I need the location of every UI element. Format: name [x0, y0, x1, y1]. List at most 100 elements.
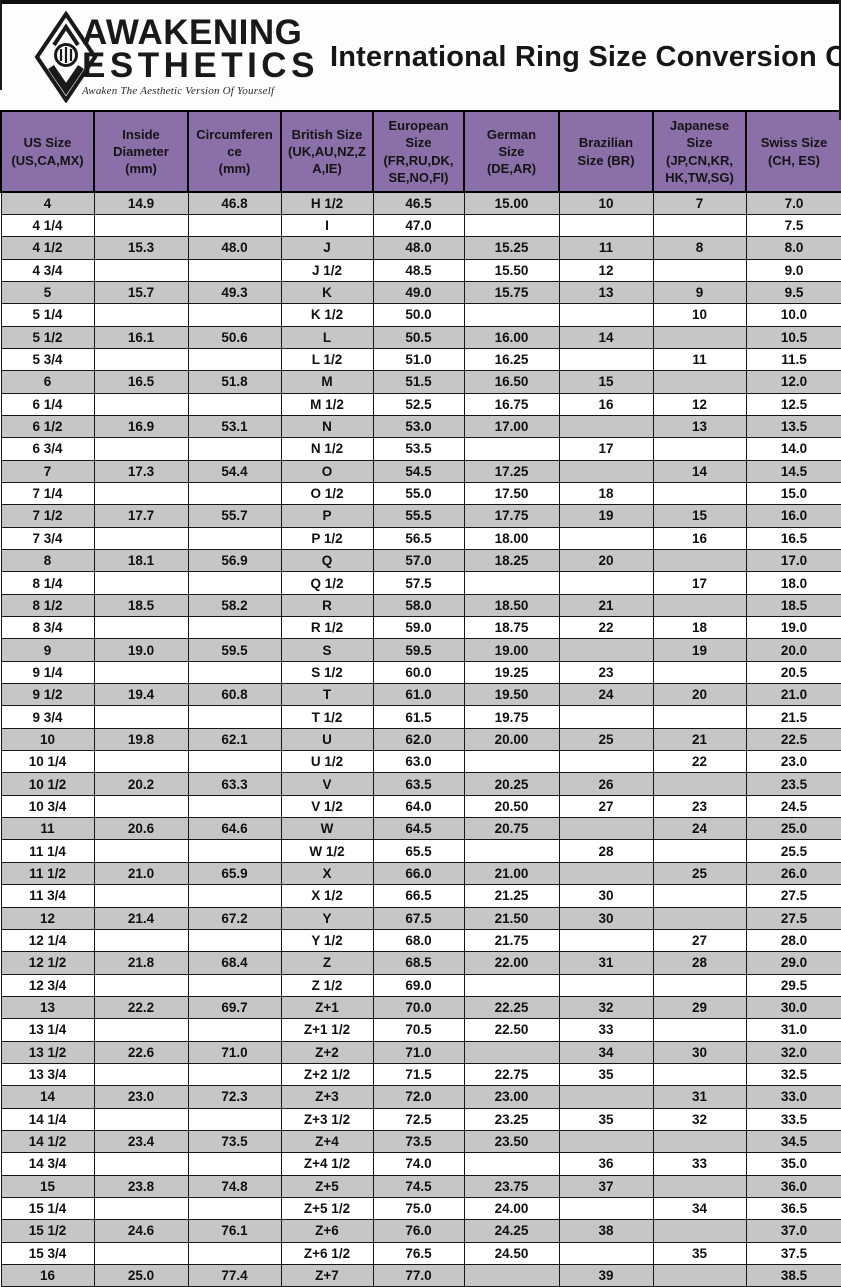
table-row: 14 1/4 Z+3 1/2 72.5 23.25 35 32 33.5 — [0, 1107, 841, 1131]
cell-european-size: 72.5 — [372, 1107, 465, 1131]
cell-brazilian-size — [558, 571, 654, 595]
cell-inside-diameter: 21.8 — [93, 951, 189, 975]
table-row: 5 1/2 16.1 50.6 L 50.5 16.00 14 10.5 — [0, 325, 841, 349]
cell-swiss-size: 13.5 — [745, 414, 841, 439]
cell-us-size: 15 1/2 — [0, 1219, 95, 1243]
column-header-japanese-size: Japanese Size (JP,CN,KR, HK,TW,SG) — [652, 110, 747, 193]
cell-circumference: 60.8 — [187, 683, 282, 707]
cell-circumference — [187, 616, 282, 640]
column-header-us-size: US Size (US,CA,MX) — [0, 110, 95, 193]
cell-japanese-size: 32 — [652, 1107, 747, 1131]
cell-circumference — [187, 794, 282, 819]
cell-german-size: 19.50 — [463, 683, 560, 707]
cell-japanese-size — [652, 973, 747, 997]
cell-german-size: 16.50 — [463, 370, 560, 394]
cell-us-size: 10 — [0, 727, 95, 752]
cell-brazilian-size: 31 — [558, 951, 654, 975]
cell-japanese-size — [652, 437, 747, 461]
cell-british-size: Z — [280, 951, 374, 975]
cell-german-size: 23.00 — [463, 1085, 560, 1109]
cell-brazilian-size: 10 — [558, 191, 654, 215]
cell-german-size: 17.75 — [463, 504, 560, 528]
cell-british-size: Z+1 — [280, 995, 374, 1020]
table-row: 11 3/4 X 1/2 66.5 21.25 30 27.5 — [0, 884, 841, 908]
cell-european-size: 76.0 — [372, 1219, 465, 1243]
cell-brazilian-size: 11 — [558, 236, 654, 260]
top-border — [0, 0, 841, 4]
cell-european-size: 61.0 — [372, 683, 465, 707]
cell-us-size: 11 — [0, 817, 95, 841]
cell-us-size: 5 — [0, 280, 95, 305]
cell-british-size: J 1/2 — [280, 258, 374, 282]
cell-us-size: 7 3/4 — [0, 526, 95, 551]
cell-brazilian-size: 36 — [558, 1152, 654, 1176]
cell-us-size: 15 3/4 — [0, 1241, 95, 1266]
cell-british-size: X 1/2 — [280, 884, 374, 908]
table-row: 10 1/4 U 1/2 63.0 22 23.0 — [0, 750, 841, 774]
cell-british-size: T 1/2 — [280, 705, 374, 729]
cell-european-size: 63.5 — [372, 772, 465, 796]
cell-circumference: 63.3 — [187, 772, 282, 796]
cell-us-size: 13 1/4 — [0, 1018, 95, 1042]
cell-circumference — [187, 1107, 282, 1131]
cell-japanese-size: 14 — [652, 459, 747, 483]
cell-japanese-size — [652, 884, 747, 908]
cell-european-size: 65.5 — [372, 839, 465, 863]
cell-swiss-size: 29.5 — [745, 973, 841, 997]
cell-circumference: 58.2 — [187, 593, 282, 618]
cell-swiss-size: 16.5 — [745, 526, 841, 551]
cell-european-size: 71.5 — [372, 1062, 465, 1087]
cell-german-size: 20.25 — [463, 772, 560, 796]
cell-inside-diameter — [93, 705, 189, 729]
cell-brazilian-size — [558, 1196, 654, 1221]
cell-swiss-size: 9.5 — [745, 280, 841, 305]
cell-european-size: 57.5 — [372, 571, 465, 595]
cell-inside-diameter — [93, 616, 189, 640]
cell-circumference: 71.0 — [187, 1040, 282, 1064]
column-header-inside-diameter: Inside Diameter (mm) — [93, 110, 189, 193]
cell-swiss-size: 9.0 — [745, 258, 841, 282]
cell-japanese-size: 20 — [652, 683, 747, 707]
cell-japanese-size: 9 — [652, 280, 747, 305]
table-row: 7 1/4 O 1/2 55.0 17.50 18 15.0 — [0, 481, 841, 506]
cell-swiss-size: 10.5 — [745, 325, 841, 349]
cell-brazilian-size: 23 — [558, 660, 654, 685]
column-header-british-size: British Size (UK,AU,NZ,Z A,IE) — [280, 110, 374, 193]
cell-circumference: 68.4 — [187, 951, 282, 975]
cell-british-size: V 1/2 — [280, 794, 374, 819]
cell-inside-diameter: 19.4 — [93, 683, 189, 707]
cell-british-size: N 1/2 — [280, 437, 374, 461]
cell-inside-diameter — [93, 1107, 189, 1131]
column-header-german-size: German Size (DE,AR) — [463, 110, 560, 193]
cell-german-size: 23.75 — [463, 1174, 560, 1198]
cell-european-size: 53.0 — [372, 414, 465, 439]
cell-british-size: S 1/2 — [280, 660, 374, 685]
cell-inside-diameter: 18.5 — [93, 593, 189, 618]
cell-circumference — [187, 1196, 282, 1221]
cell-european-size: 53.5 — [372, 437, 465, 461]
cell-swiss-size: 23.0 — [745, 750, 841, 774]
cell-british-size: Z+3 — [280, 1085, 374, 1109]
cell-us-size: 5 1/4 — [0, 303, 95, 327]
cell-circumference: 77.4 — [187, 1263, 282, 1287]
cell-brazilian-size: 27 — [558, 794, 654, 819]
cell-japanese-size: 19 — [652, 638, 747, 662]
cell-european-size: 46.5 — [372, 191, 465, 215]
cell-european-size: 51.5 — [372, 370, 465, 394]
cell-japanese-size — [652, 839, 747, 863]
cell-inside-diameter: 23.0 — [93, 1085, 189, 1109]
cell-british-size: Z+5 — [280, 1174, 374, 1198]
cell-swiss-size: 14.0 — [745, 437, 841, 461]
cell-inside-diameter: 19.0 — [93, 638, 189, 662]
table-body: 4 14.9 46.8 H 1/2 46.5 15.00 10 7 7.0 4 1/4 I 47.0 7… — [0, 191, 841, 1287]
cell-circumference — [187, 571, 282, 595]
column-header-european-size: European Size (FR,RU,DK, SE,NO,FI) — [372, 110, 465, 193]
cell-circumference — [187, 481, 282, 506]
cell-german-size: 16.00 — [463, 325, 560, 349]
cell-us-size: 10 3/4 — [0, 794, 95, 819]
cell-british-size: R 1/2 — [280, 616, 374, 640]
cell-brazilian-size: 14 — [558, 325, 654, 349]
cell-japanese-size: 13 — [652, 414, 747, 439]
cell-german-size: 21.00 — [463, 861, 560, 886]
cell-brazilian-size: 17 — [558, 437, 654, 461]
